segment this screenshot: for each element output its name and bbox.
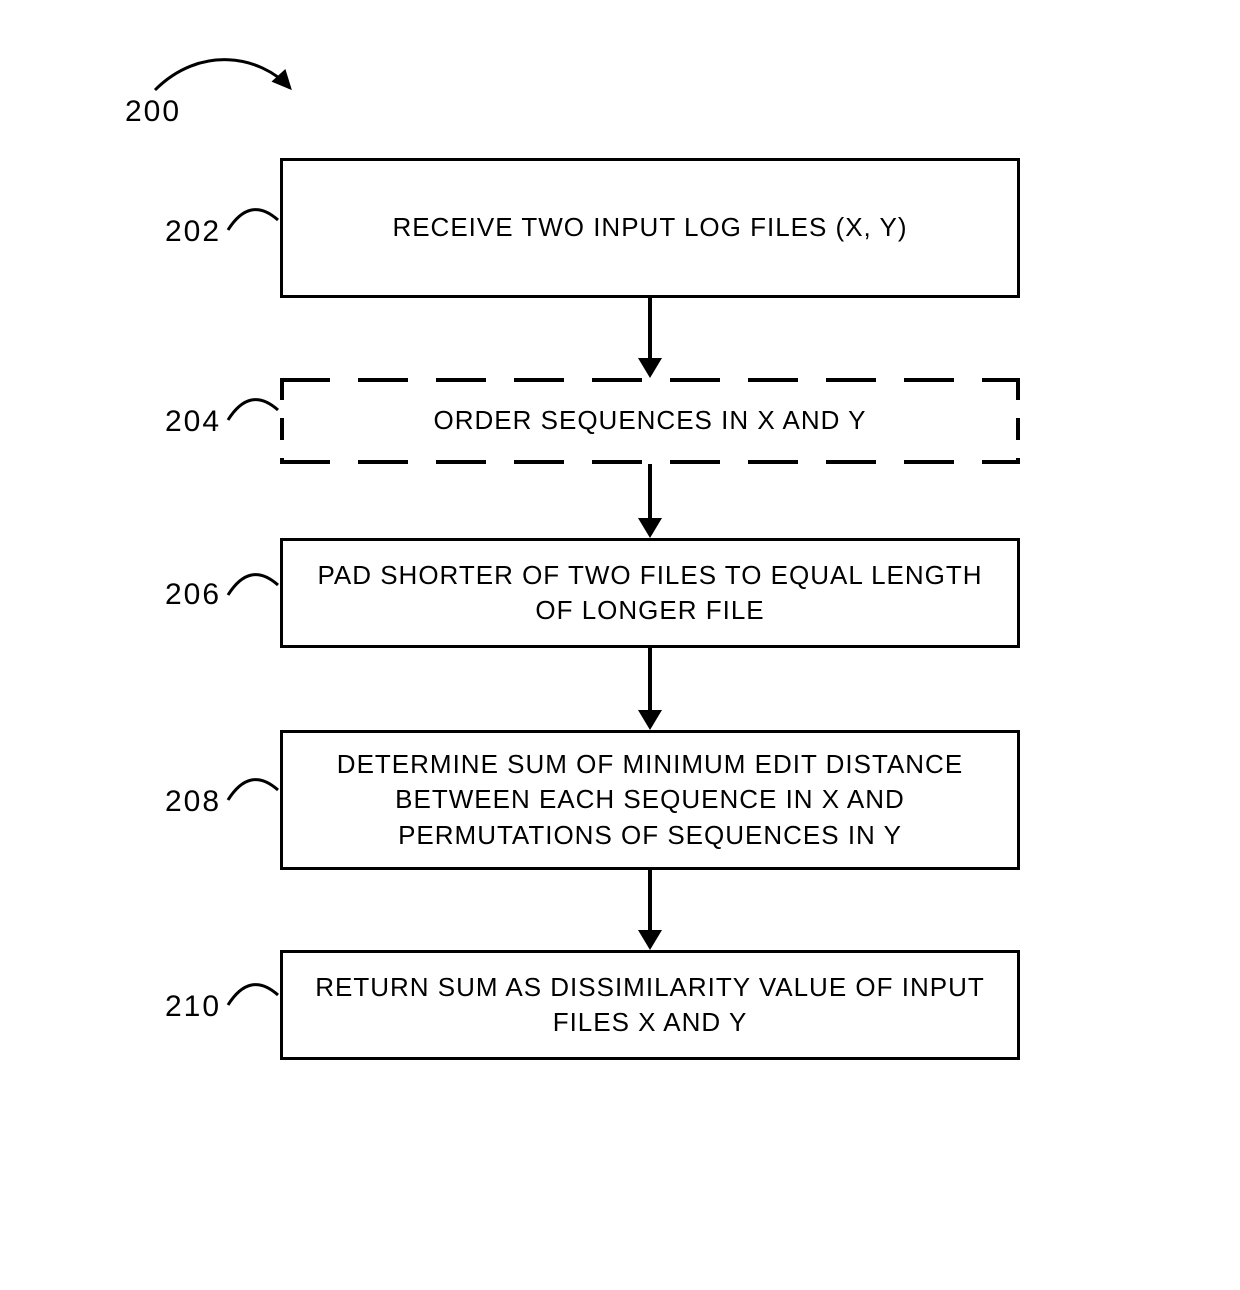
connector-208: [228, 780, 278, 800]
connector-202: [228, 210, 278, 230]
connector-210: [228, 985, 278, 1005]
connector-204: [228, 400, 278, 420]
connectors: [0, 0, 1240, 1290]
connector-206: [228, 575, 278, 595]
